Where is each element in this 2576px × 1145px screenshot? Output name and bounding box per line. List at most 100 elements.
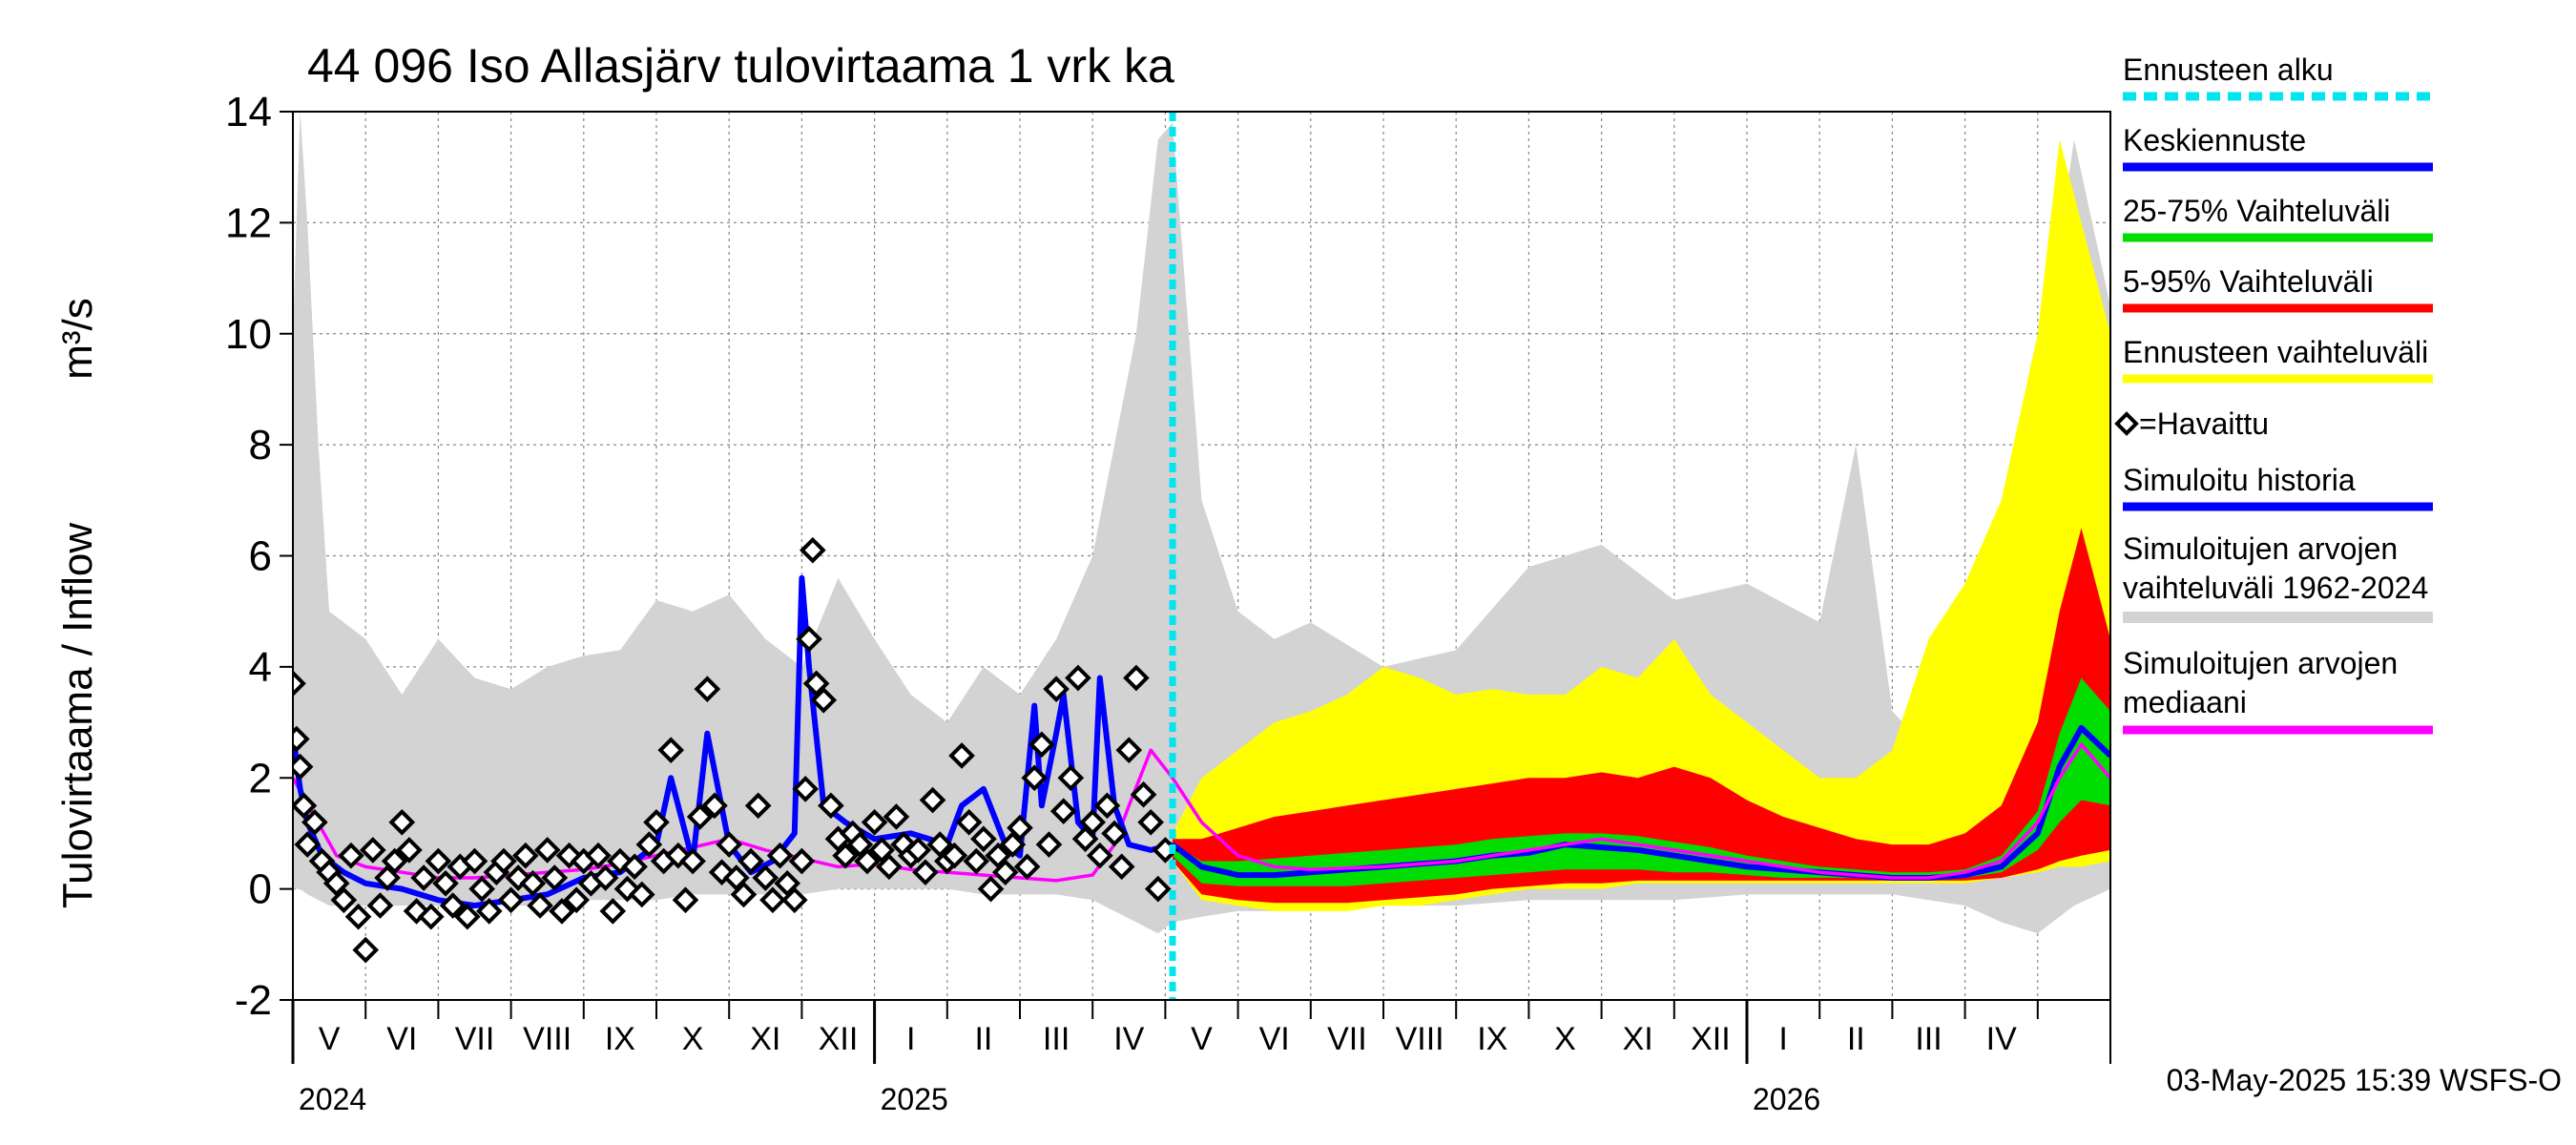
x-month-label: II	[1847, 1021, 1865, 1057]
legend-label-p25_75: 25-75% Vaihteluväli	[2123, 194, 2390, 228]
observed-point	[1137, 808, 1164, 836]
y-tick-label: 6	[249, 533, 272, 580]
observed-point	[497, 886, 525, 914]
observed-point	[1130, 781, 1157, 808]
observed-point	[344, 903, 372, 930]
observed-point	[780, 886, 808, 914]
observed-point	[396, 837, 423, 864]
observed-point	[686, 803, 714, 830]
observed-point	[941, 842, 968, 869]
observed-point	[628, 881, 655, 908]
observed-point	[737, 847, 764, 875]
y-axis-unit: m³/s	[54, 298, 101, 380]
observed-point	[1123, 664, 1150, 692]
observed-point	[1093, 792, 1121, 820]
observed-point	[585, 842, 612, 869]
observed-point	[818, 792, 844, 820]
observed-point	[454, 903, 481, 930]
y-tick-label: 2	[249, 755, 272, 802]
x-month-label: IV	[1986, 1021, 2017, 1057]
observed-point	[810, 686, 838, 714]
observed-point	[759, 886, 786, 914]
legend-label-sim_median: Simuloitujen arvojen	[2123, 646, 2398, 680]
observed-point	[1108, 853, 1135, 881]
observed-point	[861, 808, 888, 836]
legend-label-p5_95: 5-95% Vaihteluväli	[2123, 264, 2374, 299]
x-month-label: XI	[1623, 1021, 1653, 1057]
observed-point	[338, 842, 364, 869]
observed-point	[792, 776, 820, 802]
x-month-label: V	[1191, 1021, 1213, 1057]
observed-point	[388, 808, 416, 836]
observed-point	[490, 847, 517, 875]
x-year-label: 2025	[881, 1082, 948, 1116]
observed-point	[432, 869, 459, 897]
observed-point	[1065, 664, 1091, 692]
observed-point	[294, 831, 322, 858]
x-month-label: VII	[1327, 1021, 1367, 1057]
y-tick-label: 4	[249, 644, 272, 691]
observed-point	[439, 892, 467, 919]
legend: Ennusteen alku Keskiennuste 25-75% Vaihtel…	[2114, 52, 2433, 735]
observed-point	[672, 886, 699, 914]
x-month-label: I	[906, 1021, 915, 1057]
legend-label-sim_history: Simuloitu historia	[2123, 463, 2356, 497]
x-month-label: VIII	[1396, 1021, 1444, 1057]
x-month-label: VI	[386, 1021, 417, 1057]
observed-point	[800, 536, 826, 564]
observed-point	[868, 837, 896, 864]
legend-label2-sim_range: vaihteluväli 1962-2024	[2123, 571, 2428, 605]
observed-point	[904, 837, 932, 864]
observed-point	[330, 886, 358, 914]
observed-point	[1115, 737, 1143, 763]
observed-point	[752, 864, 779, 891]
observed-point	[846, 831, 874, 858]
x-month-label: IX	[1477, 1021, 1507, 1057]
observed-point	[1028, 731, 1055, 759]
observed-point	[854, 847, 881, 875]
observed-point	[948, 742, 975, 769]
line-keskiennuste	[1171, 724, 2110, 881]
observed-point	[1035, 831, 1063, 858]
legend-observed-marker	[2114, 411, 2139, 436]
observed-point	[475, 898, 503, 925]
observed-point	[766, 842, 794, 869]
legend-label-mean_forecast: Keskiennuste	[2123, 123, 2306, 157]
observed-point	[999, 831, 1027, 858]
observed-point	[657, 737, 685, 763]
observed-point	[679, 847, 706, 875]
observed-point	[1071, 825, 1099, 853]
x-month-label: XII	[819, 1021, 859, 1057]
y-tick-label: 14	[225, 89, 272, 135]
y-tick-label: 10	[225, 311, 272, 358]
x-month-label: VIII	[523, 1021, 571, 1057]
observed-point	[461, 847, 488, 875]
observed-point	[293, 792, 318, 820]
observed-point	[541, 864, 569, 891]
observed-point	[955, 808, 983, 836]
observed-point	[694, 676, 721, 702]
observed-point	[701, 792, 728, 820]
observed-point	[592, 864, 619, 891]
y-tick-label: -2	[235, 977, 272, 1024]
observed-point	[512, 842, 539, 869]
observed-point	[1144, 875, 1172, 903]
legend-label-forecast_start: Ennusteen alku	[2123, 52, 2334, 87]
footer-timestamp: 03-May-2025 15:39 WSFS-O	[2167, 1063, 2562, 1097]
observed-point	[621, 853, 648, 881]
x-month-label: II	[974, 1021, 992, 1057]
observed-point	[381, 847, 408, 875]
observed-point	[774, 869, 800, 897]
observed-point	[730, 881, 758, 908]
chart-title: 44 096 Iso Allasjärv tulovirtaama 1 vrk …	[307, 39, 1174, 93]
observed-point	[1086, 842, 1113, 869]
y-axis-label: Tulovirtaama / Inflow	[54, 523, 101, 909]
observed-points	[293, 536, 1179, 964]
observed-point	[1013, 853, 1041, 881]
observed-point	[876, 853, 903, 881]
observed-point	[1007, 814, 1033, 842]
observed-point	[883, 803, 910, 830]
x-month-label: XI	[750, 1021, 780, 1057]
observed-point	[985, 842, 1011, 869]
